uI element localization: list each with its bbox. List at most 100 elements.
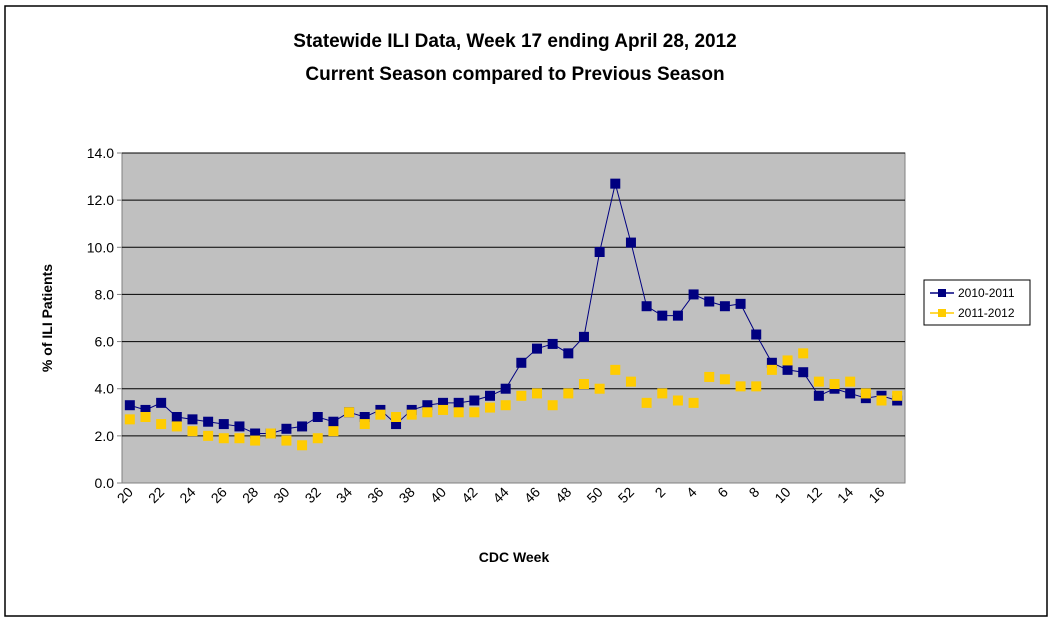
chart-title: Statewide ILI Data, Week 17 ending April…: [293, 31, 737, 52]
data-point: [625, 237, 636, 248]
data-point: [500, 400, 511, 411]
data-point: [892, 390, 903, 401]
data-point: [422, 407, 433, 418]
data-point: [672, 395, 683, 406]
data-point: [798, 348, 809, 359]
y-tick-label: 6.0: [95, 334, 115, 350]
data-point: [234, 421, 245, 432]
data-point: [485, 390, 496, 401]
plot-area: [121, 152, 906, 484]
data-point: [610, 364, 621, 375]
data-point: [250, 428, 261, 439]
data-point: [547, 338, 558, 349]
data-point: [312, 433, 323, 444]
data-point: [641, 397, 652, 408]
data-point: [719, 374, 730, 385]
data-point: [281, 435, 292, 446]
data-point: [328, 426, 339, 437]
data-point: [328, 416, 339, 427]
data-point: [203, 430, 214, 441]
data-point: [547, 400, 558, 411]
data-point: [625, 376, 636, 387]
chart-subtitle: Current Season compared to Previous Seas…: [305, 64, 724, 85]
data-point: [782, 364, 793, 375]
y-tick-label: 4.0: [95, 381, 115, 397]
y-tick-label: 0.0: [95, 475, 115, 491]
legend-label: 2010-2011: [958, 286, 1015, 300]
data-point: [876, 395, 887, 406]
data-point: [657, 388, 668, 399]
y-tick-label: 14.0: [87, 145, 114, 161]
data-point: [766, 357, 777, 368]
data-point: [218, 433, 229, 444]
data-point: [281, 423, 292, 434]
data-point: [453, 407, 464, 418]
data-point: [766, 364, 777, 375]
y-tick-label: 10.0: [87, 239, 114, 255]
data-point: [813, 376, 824, 387]
data-point: [860, 388, 871, 399]
data-point: [218, 419, 229, 430]
data-point: [500, 383, 511, 394]
data-point: [516, 390, 527, 401]
legend-box: [923, 279, 1031, 326]
data-point: [312, 412, 323, 422]
data-point: [422, 400, 433, 411]
legend-marker: [938, 309, 946, 317]
data-point: [234, 433, 245, 444]
data-point: [563, 348, 574, 359]
data-point: [297, 421, 308, 432]
data-point: [657, 310, 668, 321]
data-point: [719, 301, 730, 312]
data-point: [531, 343, 542, 354]
data-point: [203, 416, 214, 427]
data-point: [578, 331, 589, 342]
y-tick-label: 8.0: [95, 286, 115, 302]
data-point: [406, 409, 417, 420]
data-point: [845, 388, 856, 399]
data-point: [782, 355, 793, 366]
data-point: [297, 440, 308, 451]
data-point: [688, 289, 699, 300]
data-point: [391, 412, 402, 422]
data-point: [453, 397, 464, 408]
data-point: [688, 397, 699, 408]
data-point: [469, 407, 480, 418]
data-point: [375, 409, 386, 420]
y-axis-title: % of ILI Patients: [39, 264, 55, 372]
legend-label: 2011-2012: [958, 306, 1015, 320]
data-point: [594, 247, 605, 257]
data-point: [438, 404, 449, 415]
data-point: [485, 402, 496, 413]
data-point: [359, 419, 370, 430]
data-point: [124, 400, 135, 411]
data-point: [704, 296, 715, 307]
data-point: [735, 298, 746, 309]
data-point: [391, 419, 402, 430]
data-point: [531, 388, 542, 399]
data-point: [156, 419, 167, 430]
data-point: [578, 379, 589, 389]
data-point: [171, 421, 182, 432]
x-axis-title: CDC Week: [479, 549, 550, 565]
data-point: [813, 390, 824, 401]
data-point: [516, 357, 527, 368]
data-point: [250, 435, 261, 446]
data-point: [265, 428, 276, 439]
data-point: [610, 178, 621, 189]
data-point: [344, 407, 355, 418]
data-point: [735, 381, 746, 392]
data-point: [641, 301, 652, 312]
legend-marker: [938, 289, 946, 297]
data-point: [798, 367, 809, 378]
data-point: [829, 379, 840, 389]
data-point: [156, 397, 167, 408]
data-point: [124, 414, 135, 425]
data-point: [672, 310, 683, 321]
data-point: [563, 388, 574, 399]
y-tick-label: 12.0: [87, 192, 114, 208]
data-point: [140, 404, 151, 415]
data-point: [845, 376, 856, 387]
data-point: [359, 412, 370, 422]
